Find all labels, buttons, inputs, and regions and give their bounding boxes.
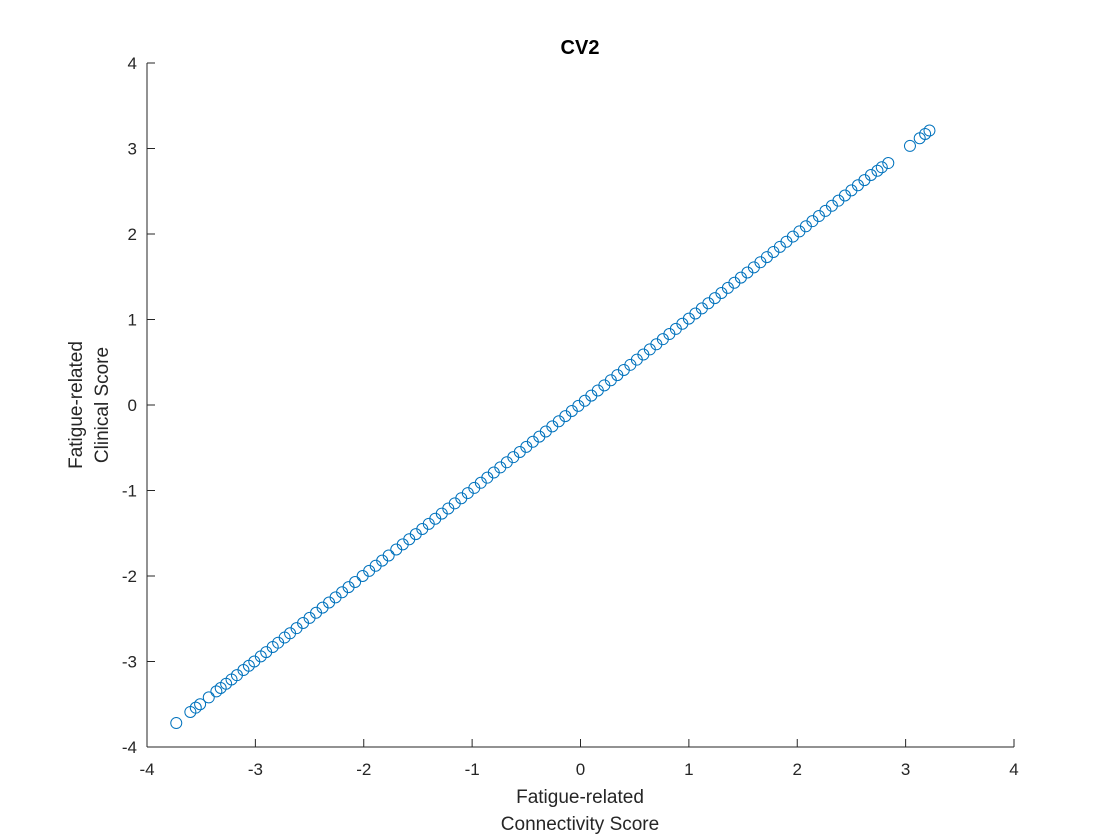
x-tick-label: -2 (356, 760, 371, 779)
y-tick-label: -1 (122, 482, 137, 501)
data-point (382, 549, 395, 562)
x-tick-label: 4 (1009, 760, 1018, 779)
data-point (210, 685, 223, 698)
chart-title: CV2 (561, 37, 600, 59)
data-point (882, 157, 895, 170)
data-point (194, 698, 207, 711)
y-tick-label: -3 (122, 653, 137, 672)
x-tick-label: 0 (576, 760, 585, 779)
data-point (170, 717, 183, 730)
data-point (871, 164, 884, 177)
x-ticks: -4 -3 -2 -1 0 1 2 3 4 (139, 739, 1019, 779)
data-point (923, 124, 936, 137)
data-points (170, 124, 936, 730)
data-point (349, 575, 362, 588)
axes: -4 -3 -2 -1 0 1 2 3 4 4 3 2 1 0 -1 -2 -3 -4 (122, 54, 1019, 779)
y-tick-label: 4 (128, 54, 137, 73)
y-tick-label: 3 (128, 140, 137, 159)
y-ticks: 4 3 2 1 0 -1 -2 -3 -4 (122, 54, 155, 757)
y-axis-label-line2: Clinical Score (92, 347, 113, 463)
data-point (903, 139, 916, 152)
y-tick-label: -4 (122, 738, 137, 757)
data-point (864, 169, 877, 182)
y-tick-label: 0 (128, 396, 137, 415)
data-point (202, 691, 215, 704)
x-axis-label-line1: Fatigue-related (516, 787, 644, 808)
y-tick-label: -2 (122, 567, 137, 586)
x-tick-label: 1 (684, 760, 693, 779)
y-tick-label: 2 (128, 225, 137, 244)
x-tick-label: -4 (139, 760, 154, 779)
x-tick-label: -3 (248, 760, 263, 779)
x-axis-label-line2: Connectivity Score (501, 814, 659, 835)
data-point (189, 701, 202, 714)
x-tick-label: -1 (465, 760, 480, 779)
y-tick-label: 1 (128, 311, 137, 330)
x-tick-label: 2 (793, 760, 802, 779)
x-tick-label: 3 (901, 760, 910, 779)
y-axis-label-line1: Fatigue-related (66, 341, 87, 469)
data-point (875, 161, 888, 174)
y-axis-label: Fatigue-related Clinical Score (66, 341, 113, 469)
data-point (919, 127, 932, 140)
